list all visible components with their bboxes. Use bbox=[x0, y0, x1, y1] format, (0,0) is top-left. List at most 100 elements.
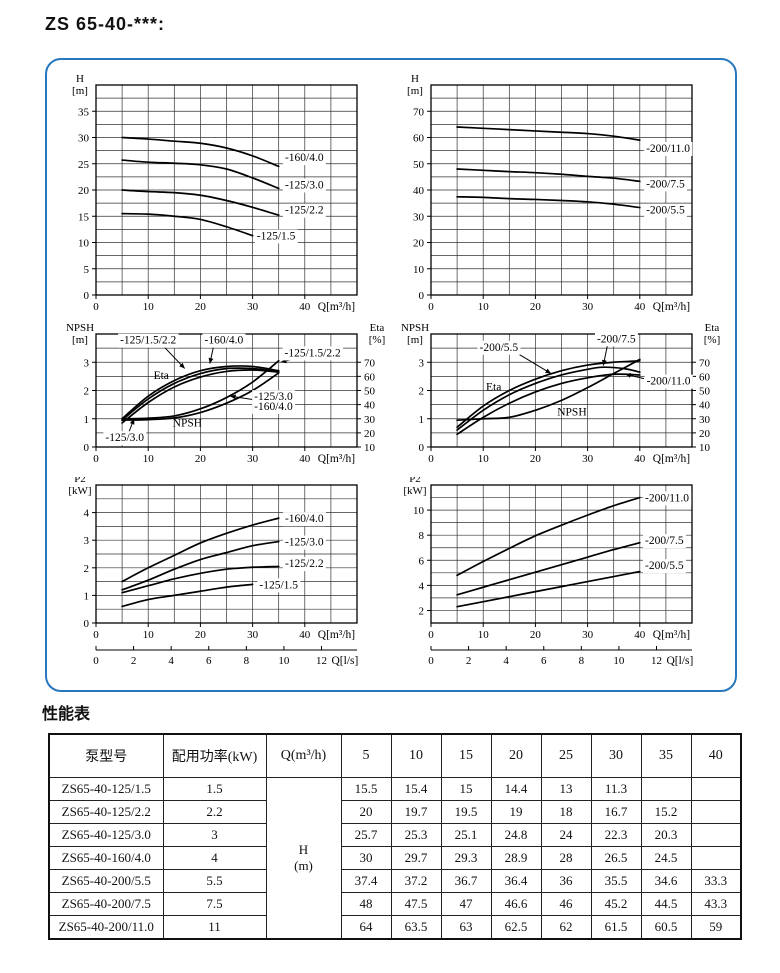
table-cell-value: 20 bbox=[340, 800, 392, 824]
table-cell-value: 64 bbox=[340, 915, 392, 940]
svg-text:10: 10 bbox=[699, 442, 711, 454]
series-npsh -125/1.5/2.2 bbox=[121, 359, 280, 420]
svg-text:P2: P2 bbox=[74, 477, 86, 485]
svg-text:0: 0 bbox=[419, 442, 425, 454]
table-cell-value bbox=[690, 777, 742, 801]
table-cell-model: ZS65-40-200/7.5 bbox=[48, 892, 164, 916]
curve-label: -125/1.5 bbox=[259, 579, 298, 591]
table-cell-value: 20.3 bbox=[640, 823, 692, 847]
svg-text:Q[l/s]: Q[l/s] bbox=[667, 655, 694, 667]
svg-text:[%]: [%] bbox=[369, 334, 386, 346]
table-cell-value: 44.5 bbox=[640, 892, 692, 916]
curve-label: -160/4.0 bbox=[285, 152, 324, 164]
table-header-2: Q(m³/h) bbox=[265, 733, 342, 778]
curve-label: Eta bbox=[154, 370, 169, 382]
svg-text:20: 20 bbox=[364, 428, 376, 440]
svg-text:10: 10 bbox=[413, 505, 425, 517]
series--125/2.2 bbox=[121, 565, 280, 594]
table-cell-parameter: H (m) bbox=[265, 777, 342, 940]
svg-text:20: 20 bbox=[195, 629, 207, 641]
table-cell-value: 61.5 bbox=[590, 915, 642, 940]
svg-text:10: 10 bbox=[143, 301, 155, 313]
table-cell-value: 59 bbox=[690, 915, 742, 940]
svg-text:[m]: [m] bbox=[72, 85, 88, 97]
table-cell-power: 2.2 bbox=[162, 800, 267, 824]
series-eta -125/3.0 bbox=[121, 369, 280, 424]
svg-text:2: 2 bbox=[131, 655, 137, 667]
svg-text:Eta: Eta bbox=[370, 322, 385, 334]
svg-text:0: 0 bbox=[84, 618, 90, 630]
svg-text:8: 8 bbox=[419, 530, 425, 542]
svg-text:0: 0 bbox=[93, 655, 99, 667]
chart-svg-npsh-eta-small-pumps: 0 10 20 30 40 Q[m³/h]0123NPSH[m]1020304050607… bbox=[66, 322, 386, 465]
table-cell-value: 15 bbox=[440, 777, 492, 801]
table-cell-value: 15.2 bbox=[640, 800, 692, 824]
svg-text:4: 4 bbox=[84, 508, 90, 520]
svg-text:0: 0 bbox=[428, 301, 434, 313]
chart-npsh-eta-200: 0 10 20 30 40 Q[m³/h] 0 1 2 3 NPSH [m] 10 20 30 40 50 60 7… bbox=[397, 322, 733, 474]
svg-text:35: 35 bbox=[78, 106, 90, 118]
curve-label: -200/7.5 bbox=[645, 535, 684, 547]
table-header-1: 配用功率(kW) bbox=[162, 733, 267, 778]
svg-text:40: 40 bbox=[299, 301, 311, 313]
svg-text:3: 3 bbox=[84, 535, 90, 547]
table-row: ZS65-40-125/2.2 2.2 20 19.7 19.5 19 18 16.7 15.2 bbox=[48, 800, 742, 824]
svg-text:3: 3 bbox=[84, 357, 90, 369]
table-row: ZS65-40-200/11.0 11 64 63.5 63 62.5 62 61.5 60.5… bbox=[48, 915, 742, 940]
curve-label: -125/3.0 bbox=[285, 179, 324, 191]
curve-label: -125/3.0 bbox=[285, 537, 324, 549]
table-cell-value: 36 bbox=[540, 869, 592, 893]
svg-text:40: 40 bbox=[413, 185, 425, 197]
table-cell-power: 5.5 bbox=[162, 869, 267, 893]
chart-head-200-pumps: 0 10 20 30 40 Q[m³/h] 0 10 20 30 40 50 60 70 H [m] -200/… bbox=[397, 68, 733, 320]
svg-text:50: 50 bbox=[413, 159, 425, 171]
series--160/4.0 bbox=[121, 136, 280, 168]
curve-label: -160/4.0 bbox=[285, 513, 324, 525]
series--200/11.0 bbox=[456, 126, 641, 141]
series--125/3.0 bbox=[121, 540, 280, 591]
svg-text:Q[l/s]: Q[l/s] bbox=[332, 655, 359, 667]
svg-text:40: 40 bbox=[699, 400, 711, 412]
svg-text:40: 40 bbox=[364, 400, 376, 412]
svg-text:30: 30 bbox=[247, 301, 259, 313]
svg-text:30: 30 bbox=[247, 453, 259, 465]
table-cell-power: 11 bbox=[162, 915, 267, 940]
table-cell-value: 34.6 bbox=[640, 869, 692, 893]
svg-text:25: 25 bbox=[78, 159, 90, 171]
svg-text:10: 10 bbox=[613, 655, 625, 667]
svg-text:0: 0 bbox=[419, 290, 425, 302]
curve-label: -200/5.5 bbox=[646, 205, 685, 217]
table-cell-value: 43.3 bbox=[690, 892, 742, 916]
curve-label: -200/11.0 bbox=[646, 143, 690, 155]
svg-text:60: 60 bbox=[364, 371, 376, 383]
table-row: ZS65-40-200/7.5 7.5 48 47.5 47 46.6 46 45.2 44.5… bbox=[48, 892, 742, 916]
svg-text:Q[m³/h]: Q[m³/h] bbox=[653, 301, 690, 313]
svg-text:[%]: [%] bbox=[704, 334, 721, 346]
svg-text:8: 8 bbox=[579, 655, 585, 667]
table-header-9: 35 bbox=[640, 733, 692, 778]
table-cell-value bbox=[690, 846, 742, 870]
table-cell-value: 25.3 bbox=[390, 823, 442, 847]
svg-text:40: 40 bbox=[634, 629, 646, 641]
svg-text:6: 6 bbox=[419, 555, 425, 567]
svg-text:20: 20 bbox=[530, 453, 542, 465]
curve-label: -200/11.0 bbox=[645, 492, 689, 504]
table-cell-value: 62 bbox=[540, 915, 592, 940]
svg-text:4: 4 bbox=[419, 580, 425, 592]
svg-text:30: 30 bbox=[78, 133, 90, 145]
table-row: ZS65-40-160/4.0 4 30 29.7 29.3 28.9 28 26.5 24.5 bbox=[48, 846, 742, 870]
curve-label: -125/1.5/2.2 bbox=[285, 347, 341, 359]
svg-text:60: 60 bbox=[699, 371, 711, 383]
table-cell-value: 48 bbox=[340, 892, 392, 916]
svg-text:NPSH: NPSH bbox=[66, 322, 94, 334]
svg-text:0: 0 bbox=[93, 453, 99, 465]
svg-text:1: 1 bbox=[84, 590, 90, 602]
svg-text:8: 8 bbox=[244, 655, 250, 667]
svg-text:20: 20 bbox=[195, 453, 207, 465]
table-cell-value: 24.5 bbox=[640, 846, 692, 870]
svg-text:P2: P2 bbox=[409, 477, 421, 485]
curve-label: -200/7.5 bbox=[597, 333, 636, 345]
curve-label: -125/2.2 bbox=[285, 205, 324, 217]
svg-text:0: 0 bbox=[428, 629, 434, 641]
series-eta -200/5.5 bbox=[456, 359, 641, 429]
